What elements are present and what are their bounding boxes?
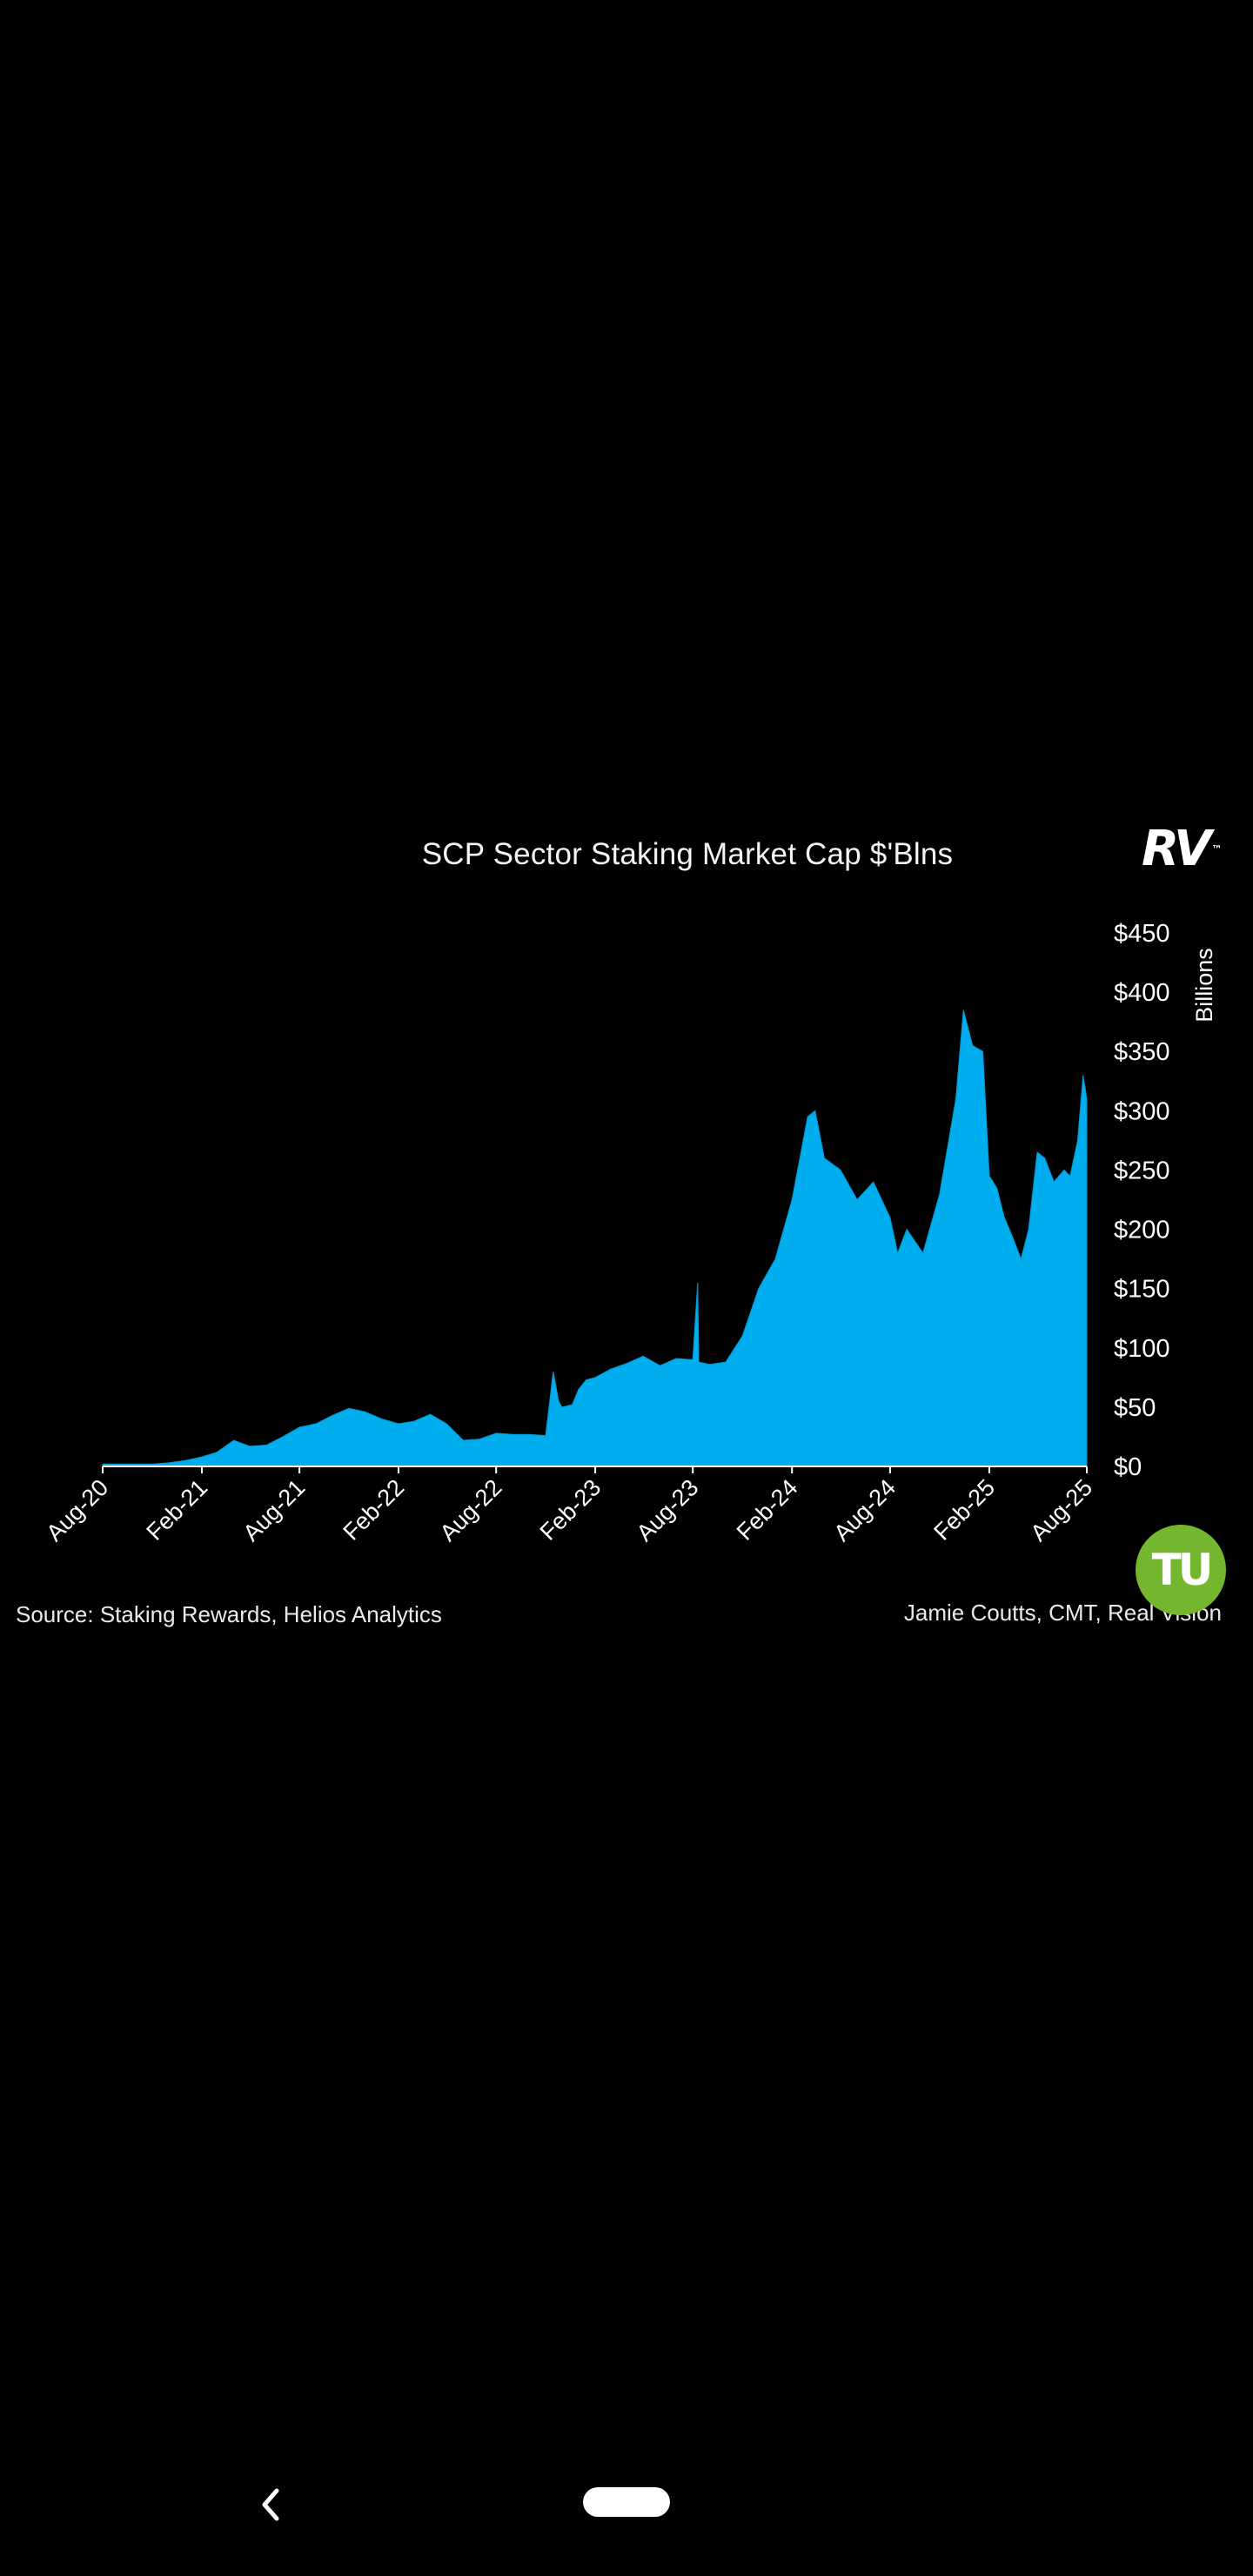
chevron-left-icon[interactable]: [252, 2479, 287, 2531]
home-pill-icon[interactable]: [583, 2487, 670, 2517]
y-tick-label: $400: [1114, 979, 1170, 1007]
y-axis: $0 $50 $100 $150 $200 $250 $300 $350 $400 $450: [1114, 920, 1170, 1481]
y-axis-title-text: Billions: [1191, 948, 1217, 1023]
rv-logo: RV ™: [1142, 825, 1222, 874]
x-tick-label: Feb-21: [142, 1474, 213, 1546]
y-tick-label: $300: [1114, 1097, 1170, 1125]
x-tick-label: Aug-24: [828, 1474, 901, 1546]
chart-area: Billions $0 $50 $100 $150 $200 $250 $300 $350 $4…: [41, 920, 1217, 1546]
chart-title: SCP Sector Staking Market Cap $'Blns: [421, 837, 954, 871]
rv-trademark: ™: [1211, 843, 1223, 855]
x-tick-label: Feb-23: [535, 1474, 606, 1546]
x-tick-label: Aug-21: [238, 1474, 311, 1546]
y-tick-label: $350: [1114, 1038, 1170, 1066]
y-tick-label: $250: [1114, 1157, 1170, 1184]
x-tick-label: Aug-23: [632, 1474, 704, 1546]
source-note: Source: Staking Rewards, Helios Analytic…: [16, 1601, 442, 1627]
x-tick-label: Aug-25: [1025, 1474, 1097, 1546]
y-axis-title: Billions: [1191, 948, 1217, 1023]
x-tick-labels: Aug-20 Feb-21 Aug-21 Feb-22 Aug-22 Feb-23 Aug-…: [41, 1474, 1097, 1546]
navigation-bar: [0, 2454, 1253, 2576]
x-axis: [102, 1466, 1088, 1473]
image-viewer: Billions $0 $50 $100 $150 $200 $250 $300 $350 $4…: [16, 824, 1226, 1627]
y-tick-label: $50: [1114, 1394, 1156, 1422]
staking-market-cap-area: [102, 1010, 1088, 1467]
x-tick-label: Feb-25: [928, 1474, 1000, 1546]
x-tick-label: Aug-22: [435, 1474, 507, 1546]
rv-logo-text: RV: [1142, 821, 1212, 877]
y-tick-label: $450: [1114, 920, 1170, 948]
y-tick-label: $0: [1114, 1453, 1142, 1481]
y-tick-label: $150: [1114, 1276, 1170, 1304]
x-tick-label: Feb-24: [732, 1474, 803, 1546]
y-tick-label: $200: [1114, 1217, 1170, 1244]
y-tick-label: $100: [1114, 1335, 1170, 1363]
x-tick-label: Aug-20: [41, 1474, 113, 1546]
tu-badge-logo[interactable]: TU: [1136, 1525, 1226, 1615]
x-tick-label: Feb-22: [338, 1474, 410, 1546]
area-series: [102, 1010, 1088, 1467]
